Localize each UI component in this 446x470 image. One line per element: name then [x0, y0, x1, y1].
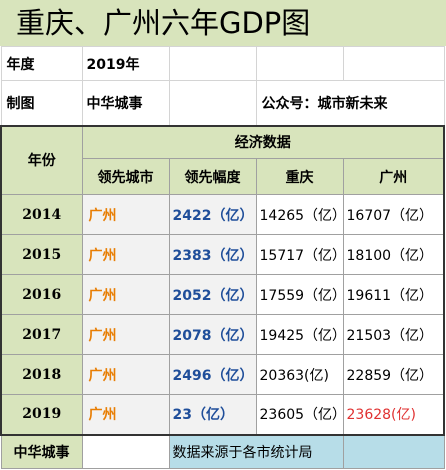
year-cell: 2014	[0, 194, 83, 235]
footer-brand: 中华城事	[0, 434, 83, 469]
guangzhou-gdp-cell: 22859（亿）	[342, 354, 445, 395]
year-cell: 2015	[0, 234, 83, 275]
table-row: 2015 广州 2383（亿） 15717（亿） 18100（亿）	[0, 234, 445, 275]
footer-row: 中华城事 数据来源于各市统计局	[0, 434, 445, 469]
guangzhou-gdp-cell: 21503（亿）	[342, 314, 445, 355]
lead-city-cell: 广州	[81, 354, 170, 395]
chongqing-gdp-cell: 19425（亿）	[255, 314, 344, 355]
year-header: 年份	[0, 124, 83, 195]
lead-city-cell: 广州	[81, 314, 170, 355]
guangzhou-gdp-cell: 19611（亿）	[342, 274, 445, 315]
empty-cell	[342, 434, 445, 469]
chongqing-gdp-cell: 23605（亿）	[255, 394, 344, 436]
table-row: 2018 广州 2496（亿） 20363(亿) 22859（亿）	[0, 354, 445, 395]
table-row: 2017 广州 2078（亿） 19425（亿） 21503（亿）	[0, 314, 445, 355]
year-cell: 2016	[0, 274, 83, 315]
lead-margin-cell: 2383（亿）	[168, 234, 257, 275]
lead-city-cell: 广州	[81, 234, 170, 275]
maker-label: 制图	[0, 80, 83, 126]
chongqing-gdp-cell: 14265（亿）	[255, 194, 344, 235]
lead-city-header: 领先城市	[81, 158, 170, 195]
guangzhou-gdp-cell: 16707（亿）	[342, 194, 445, 235]
page-title: 重庆、广州六年GDP图	[0, 0, 446, 46]
lead-city-cell: 广州	[81, 394, 170, 436]
lead-margin-header: 领先幅度	[168, 158, 257, 195]
empty-cell	[255, 46, 344, 81]
lead-margin-cell: 2052（亿）	[168, 274, 257, 315]
lead-margin-cell: 2422（亿）	[168, 194, 257, 235]
year-label: 年度	[0, 46, 83, 81]
empty-cell	[168, 46, 257, 81]
guangzhou-header: 广州	[342, 158, 445, 195]
account-label: 公众号：城市新未来	[255, 80, 445, 126]
guangzhou-gdp-cell: 18100（亿）	[342, 234, 445, 275]
chongqing-gdp-cell: 15717（亿）	[255, 234, 344, 275]
year-cell: 2017	[0, 314, 83, 355]
lead-margin-cell: 23（亿）	[168, 394, 257, 436]
chongqing-header: 重庆	[255, 158, 344, 195]
economic-data-header: 经济数据	[81, 124, 445, 159]
empty-cell	[342, 46, 445, 81]
table-row: 2014 广州 2422（亿） 14265（亿） 16707（亿）	[0, 194, 445, 235]
empty-cell	[168, 80, 257, 126]
year-cell: 2019	[0, 394, 83, 436]
table-row: 2016 广州 2052（亿） 17559（亿） 19611（亿）	[0, 274, 445, 315]
lead-margin-cell: 2496（亿）	[168, 354, 257, 395]
maker-value: 中华城事	[81, 80, 170, 126]
lead-margin-cell: 2078（亿）	[168, 314, 257, 355]
header-row-top: 年份 经济数据	[0, 124, 445, 195]
empty-cell	[81, 434, 170, 469]
table-row: 2019 广州 23（亿） 23605（亿） 23628(亿)	[0, 394, 445, 436]
guangzhou-gdp-cell: 23628(亿)	[342, 394, 445, 436]
chongqing-gdp-cell: 20363(亿)	[255, 354, 344, 395]
year-value: 2019年	[81, 46, 170, 81]
chongqing-gdp-cell: 17559（亿）	[255, 274, 344, 315]
year-cell: 2018	[0, 354, 83, 395]
meta-row-maker: 制图 中华城事 公众号：城市新未来	[0, 80, 445, 126]
lead-city-cell: 广州	[81, 194, 170, 235]
lead-city-cell: 广州	[81, 274, 170, 315]
meta-row-year: 年度 2019年	[0, 46, 445, 81]
header-row-sub: 领先城市 领先幅度 重庆 广州	[1, 158, 445, 195]
gdp-table: 年度 2019年 制图 中华城事 公众号：城市新未来 年份 经济数据 领先城市 …	[0, 46, 445, 469]
data-source-note: 数据来源于各市统计局	[168, 434, 344, 469]
